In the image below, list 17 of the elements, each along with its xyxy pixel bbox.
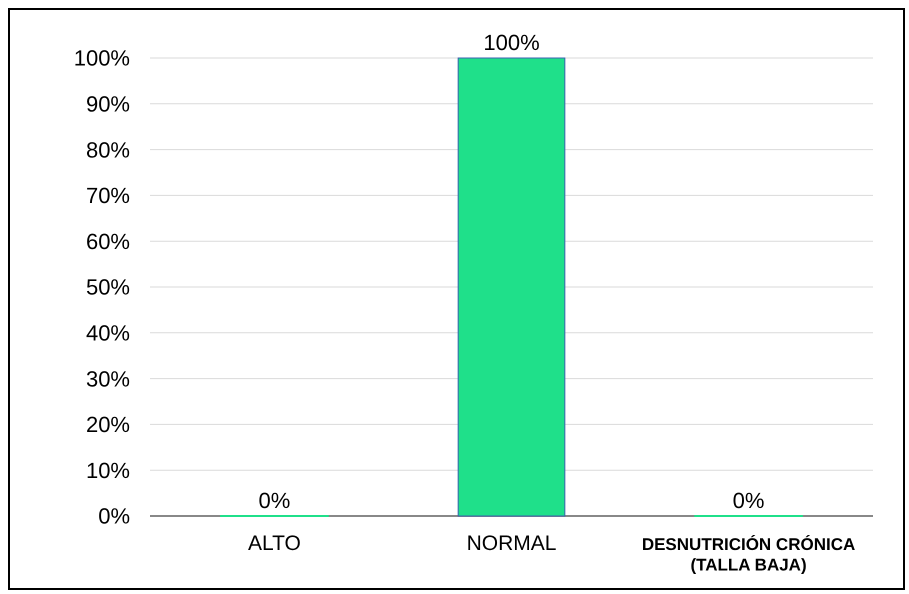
y-tick-label: 100% (74, 46, 130, 71)
x-tick-label: DESNUTRICIÓN CRÓNICA (TALLA BAJA) (642, 534, 856, 574)
y-tick-label: 80% (86, 137, 130, 162)
y-tick-label: 90% (86, 92, 130, 116)
x-tick-label: NORMAL (466, 532, 556, 555)
data-label: 0% (732, 488, 764, 513)
data-label: 100% (483, 30, 540, 55)
y-tick-label: 20% (86, 412, 130, 438)
data-label: 0% (258, 488, 290, 513)
y-tick-label: 50% (86, 274, 130, 300)
x-tick-label: ALTO (248, 532, 301, 555)
y-tick-label: 10% (86, 458, 130, 483)
y-tick-label: 30% (86, 366, 130, 392)
y-tick-label: 0% (98, 504, 130, 529)
y-tick-label: 40% (86, 320, 130, 346)
y-tick-label: 70% (86, 183, 130, 208)
y-tick-label: 60% (86, 228, 130, 254)
